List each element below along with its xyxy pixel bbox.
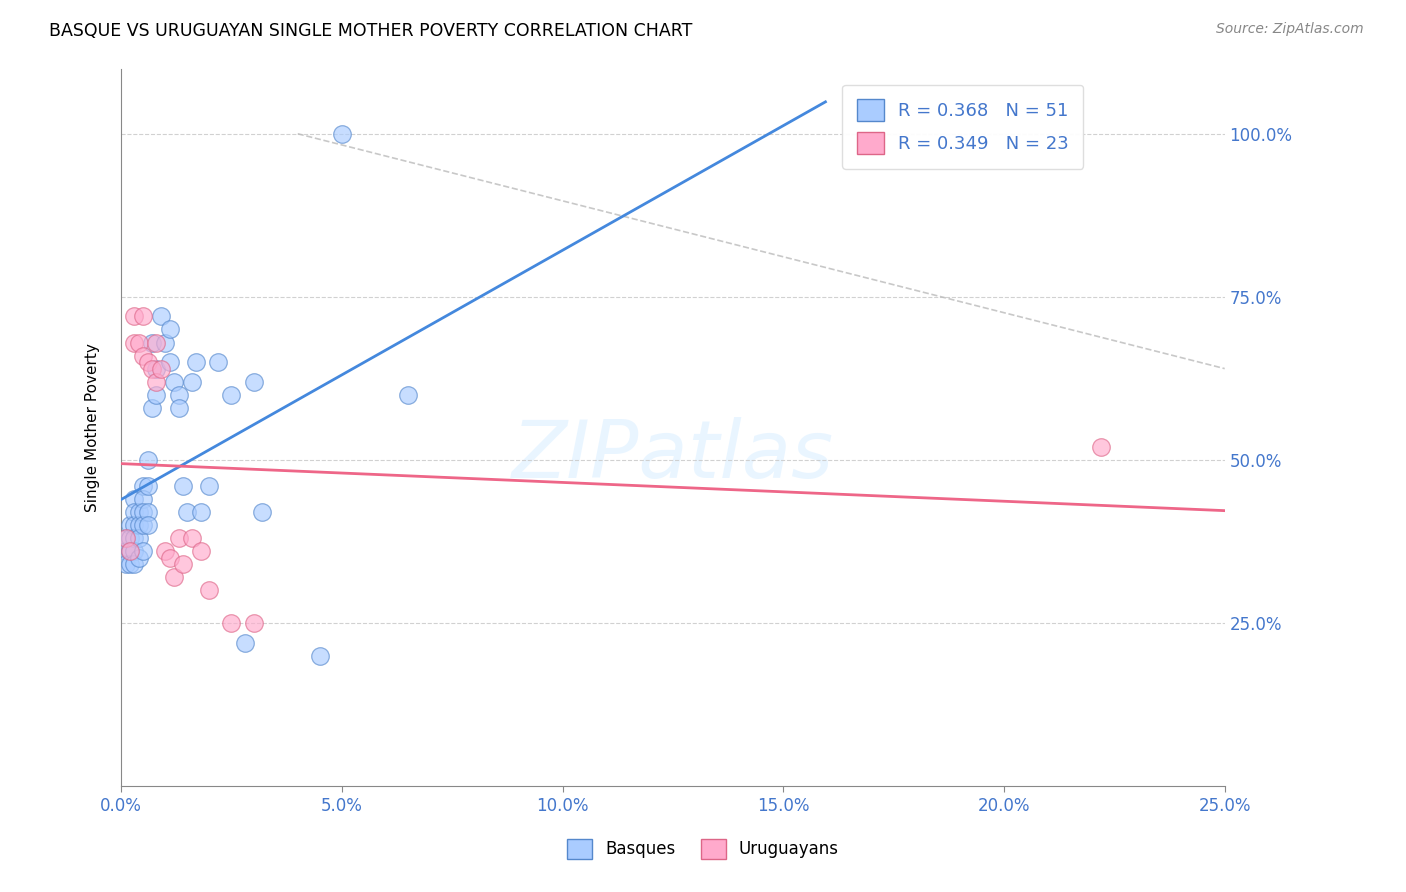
Point — [252, 505, 274, 519]
Point — [118, 518, 141, 533]
Point — [159, 550, 181, 565]
Point — [132, 505, 155, 519]
Point — [118, 531, 141, 545]
Point — [132, 479, 155, 493]
Point — [132, 518, 155, 533]
Point — [124, 518, 146, 533]
Point — [141, 335, 163, 350]
Point — [308, 648, 330, 663]
Point — [114, 558, 136, 572]
Point — [132, 492, 155, 507]
Point — [172, 479, 194, 493]
Point — [136, 355, 159, 369]
Point — [186, 355, 208, 369]
Point — [1090, 440, 1112, 454]
Point — [145, 361, 167, 376]
Point — [128, 518, 150, 533]
Point — [124, 492, 146, 507]
Point — [330, 127, 353, 141]
Point — [124, 544, 146, 558]
Point — [132, 349, 155, 363]
Point — [128, 550, 150, 565]
Point — [155, 335, 177, 350]
Point — [118, 558, 141, 572]
Point — [132, 544, 155, 558]
Point — [163, 375, 186, 389]
Point — [163, 570, 186, 584]
Point — [180, 531, 202, 545]
Point — [149, 310, 172, 324]
Point — [124, 558, 146, 572]
Point — [172, 558, 194, 572]
Point — [167, 388, 190, 402]
Point — [396, 388, 419, 402]
Point — [190, 544, 212, 558]
Text: Source: ZipAtlas.com: Source: ZipAtlas.com — [1216, 22, 1364, 37]
Point — [118, 544, 141, 558]
Point — [145, 335, 167, 350]
Point — [198, 479, 221, 493]
Point — [242, 375, 264, 389]
Point — [180, 375, 202, 389]
Point — [128, 531, 150, 545]
Legend: R = 0.368   N = 51, R = 0.349   N = 23: R = 0.368 N = 51, R = 0.349 N = 23 — [842, 85, 1083, 169]
Point — [198, 583, 221, 598]
Text: ZIPatlas: ZIPatlas — [512, 417, 834, 495]
Point — [176, 505, 198, 519]
Point — [141, 401, 163, 415]
Point — [136, 518, 159, 533]
Point — [136, 453, 159, 467]
Point — [149, 361, 172, 376]
Point — [124, 335, 146, 350]
Point — [124, 310, 146, 324]
Text: BASQUE VS URUGUAYAN SINGLE MOTHER POVERTY CORRELATION CHART: BASQUE VS URUGUAYAN SINGLE MOTHER POVERT… — [49, 22, 693, 40]
Point — [145, 388, 167, 402]
Point — [141, 361, 163, 376]
Point — [114, 531, 136, 545]
Y-axis label: Single Mother Poverty: Single Mother Poverty — [86, 343, 100, 512]
Point — [159, 355, 181, 369]
Point — [167, 531, 190, 545]
Point — [167, 401, 190, 415]
Point — [118, 544, 141, 558]
Point — [221, 388, 243, 402]
Point — [114, 531, 136, 545]
Point — [124, 505, 146, 519]
Point — [155, 544, 177, 558]
Point — [221, 615, 243, 630]
Point — [233, 635, 256, 649]
Point — [242, 615, 264, 630]
Point — [114, 544, 136, 558]
Point — [128, 505, 150, 519]
Point — [136, 505, 159, 519]
Point — [124, 531, 146, 545]
Point — [159, 322, 181, 336]
Point — [190, 505, 212, 519]
Point — [128, 335, 150, 350]
Legend: Basques, Uruguayans: Basques, Uruguayans — [561, 832, 845, 866]
Point — [136, 479, 159, 493]
Point — [132, 310, 155, 324]
Point — [145, 375, 167, 389]
Point — [207, 355, 229, 369]
